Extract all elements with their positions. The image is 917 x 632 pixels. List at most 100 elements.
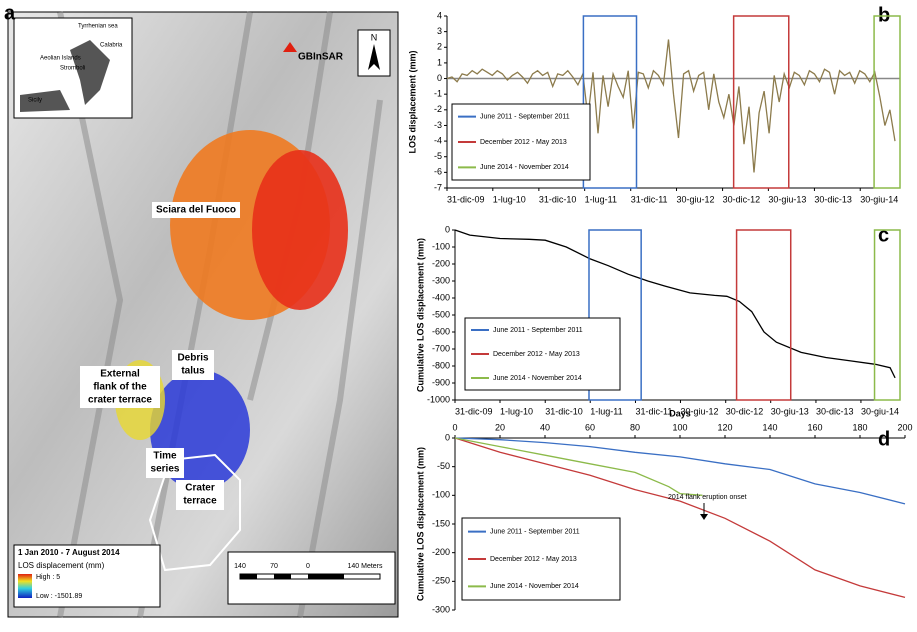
y-tick-label: -2 (434, 104, 442, 114)
y-tick-label: -5 (434, 151, 442, 161)
x-tick-label: 31-dic-09 (447, 194, 485, 204)
annotation: 2014 flank eruption onset (668, 494, 747, 501)
x-tick-label: 31-dic-11 (631, 194, 668, 204)
map-label: Crater (185, 483, 215, 494)
x-tick-label: 30-giu-13 (768, 194, 806, 204)
y-tick-label: -1 (434, 89, 442, 99)
map-label: GBInSAR (298, 52, 344, 63)
x-tick-label: 30-dic-12 (726, 406, 764, 416)
y-tick-label: 4 (437, 10, 442, 20)
x-tick-label: 20 (495, 422, 505, 432)
x-tick-label: 1-lug-11 (590, 406, 622, 416)
map-legend (13, 544, 161, 608)
x-tick-label: 120 (717, 422, 732, 432)
label-box (152, 202, 240, 218)
x-tick-label: 31-dic-09 (455, 406, 493, 416)
map-label: Debris (177, 353, 209, 364)
scale-label: 140 Meters (347, 563, 383, 570)
y-tick-label: -100 (432, 241, 450, 251)
x-tick-label: 30-giu-12 (677, 194, 715, 204)
y-tick-label: -300 (432, 604, 450, 614)
x-tick-label: 31-dic-10 (539, 194, 577, 204)
legend-low: Low : -1501.89 (36, 593, 82, 600)
map-label: Sciara del Fuoco (156, 205, 236, 216)
inset-label: Aeolian Islands (40, 56, 81, 62)
map-label: Time (153, 451, 177, 462)
data-line (454, 229, 896, 379)
y-tick-label: 0 (437, 73, 442, 83)
x-tick-label: 31-dic-10 (545, 406, 583, 416)
legend-label: June 2014 - November 2014 (493, 375, 582, 382)
x-tick-label: 30-giu-12 (680, 406, 718, 416)
y-tick-label: 1 (437, 57, 442, 67)
y-tick-label: -100 (432, 490, 450, 500)
x-tick-label: 31-dic-11 (635, 406, 672, 416)
series-line (454, 437, 703, 496)
scale-segment (240, 574, 257, 579)
inset-label: Tyrrhenian sea (78, 24, 118, 30)
legend (461, 517, 621, 601)
period-box (873, 15, 901, 189)
map-label: terrace (183, 496, 217, 507)
legend-label: June 2014 - November 2014 (490, 583, 579, 590)
label-box (176, 480, 224, 510)
annotation-arrowhead (700, 514, 708, 520)
legend-label: December 2012 - May 2013 (493, 351, 580, 358)
x-tick-label: 30-giu-14 (860, 194, 898, 204)
x-tick-label: 1-lug-11 (585, 194, 617, 204)
y-axis-label: Cumulative LOS displacement (mm) (415, 238, 425, 392)
y-tick-label: -200 (432, 258, 450, 268)
x-tick-label: 30-dic-12 (723, 194, 761, 204)
inset-label: Sicily (28, 98, 42, 104)
x-tick-label: 0 (452, 422, 457, 432)
x-tick-label: 140 (762, 422, 777, 432)
label-box (172, 350, 214, 380)
map-label: series (151, 464, 180, 475)
series-line (454, 437, 906, 599)
x-tick-label: 100 (672, 422, 687, 432)
y-axis-label: Cumulative LOS displacement (mm) (415, 447, 425, 601)
legend-label: June 2014 - November 2014 (480, 164, 569, 171)
y-tick-label: 0 (445, 432, 450, 442)
y-tick-label: -600 (432, 326, 450, 336)
deformation-red (252, 150, 348, 310)
data-line (446, 39, 896, 173)
north-label: N (371, 32, 378, 42)
x-tick-label: 80 (630, 422, 640, 432)
y-tick-label: 2 (437, 42, 442, 52)
scale-label: 140 (234, 563, 246, 570)
y-tick-label: -800 (432, 360, 450, 370)
legend-title: LOS displacement (mm) (18, 561, 105, 570)
north-arrow (368, 44, 380, 70)
period-box (732, 15, 790, 189)
period-box (735, 229, 792, 401)
y-tick-label: -900 (432, 377, 450, 387)
y-tick-label: -300 (432, 275, 450, 285)
panel-label: a (4, 2, 16, 24)
period-box (873, 229, 901, 401)
x-tick-label: 40 (540, 422, 550, 432)
y-tick-label: 3 (437, 26, 442, 36)
y-tick-label: -50 (437, 461, 450, 471)
series-line (454, 437, 906, 505)
crater-outline (148, 453, 241, 572)
map-label: crater terrace (88, 395, 152, 406)
legend-label: June 2011 - September 2011 (480, 114, 570, 121)
y-tick-label: -4 (434, 135, 442, 145)
y-tick-label: 0 (445, 224, 450, 234)
period-box (582, 15, 638, 189)
panel-label: d (878, 428, 890, 450)
legend-ramp (18, 574, 32, 598)
legend-period: 1 Jan 2010 - 7 August 2014 (18, 548, 120, 557)
x-tick-label: 30-giu-13 (771, 406, 809, 416)
scale-segment (308, 574, 344, 579)
y-axis-label: LOS displacement (mm) (407, 50, 417, 153)
map-label: External (100, 369, 140, 380)
gbinsar-marker (283, 42, 297, 52)
y-tick-label: -7 (434, 182, 442, 192)
x-tick-label: 180 (852, 422, 867, 432)
y-tick-label: -200 (432, 547, 450, 557)
legend-label: December 2012 - May 2013 (480, 139, 567, 146)
legend (464, 317, 621, 391)
